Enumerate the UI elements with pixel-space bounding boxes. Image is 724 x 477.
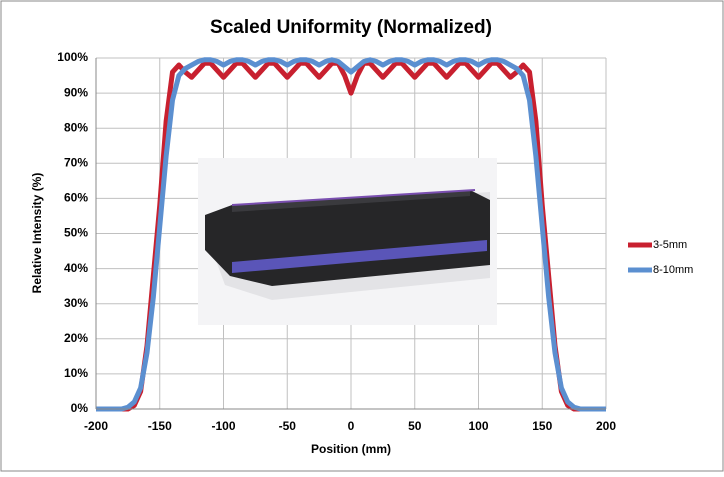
series-line bbox=[96, 57, 606, 412]
y-tick-label: 10% bbox=[64, 366, 88, 380]
lines bbox=[96, 57, 606, 412]
x-tick-label: 200 bbox=[596, 419, 616, 433]
x-tick-label: 150 bbox=[532, 419, 552, 433]
x-tick-label: 0 bbox=[348, 419, 355, 433]
x-tick-label: -200 bbox=[84, 419, 108, 433]
device-edge bbox=[231, 189, 476, 206]
chart-title: Scaled Uniformity (Normalized) bbox=[210, 17, 492, 38]
x-tick-label: 50 bbox=[408, 419, 422, 433]
x-tick-label: -50 bbox=[279, 419, 297, 433]
y-tick-label: 30% bbox=[64, 296, 88, 310]
y-tick-label: 80% bbox=[64, 120, 88, 134]
inset-image bbox=[198, 158, 497, 325]
x-tick-label: 100 bbox=[468, 419, 488, 433]
legend-label: 8-10mm bbox=[653, 264, 693, 276]
axes: 0% 10% 20% 30% 40% 50% 60% 70% 80% 90% 100% -200 -15… bbox=[57, 50, 693, 433]
series-line bbox=[96, 60, 606, 412]
y-tick-label: 50% bbox=[64, 226, 88, 240]
y-tick-label: 0% bbox=[71, 401, 89, 415]
y-tick-label: 100% bbox=[57, 50, 88, 64]
y-tick-label: 70% bbox=[64, 155, 88, 169]
y-axis-label: Relative Intensity (%) bbox=[30, 173, 44, 294]
device-stripe bbox=[232, 240, 487, 273]
x-tick-label: -150 bbox=[148, 419, 172, 433]
x-tick-label: -100 bbox=[211, 419, 235, 433]
y-tick-label: 20% bbox=[64, 331, 88, 345]
legend-label: 3-5mm bbox=[653, 239, 687, 251]
y-tick-label: 90% bbox=[64, 85, 88, 99]
y-tick-label: 60% bbox=[64, 191, 88, 205]
x-axis-label: Position (mm) bbox=[311, 442, 391, 456]
device-top bbox=[232, 190, 470, 212]
y-tick-label: 40% bbox=[64, 261, 88, 275]
